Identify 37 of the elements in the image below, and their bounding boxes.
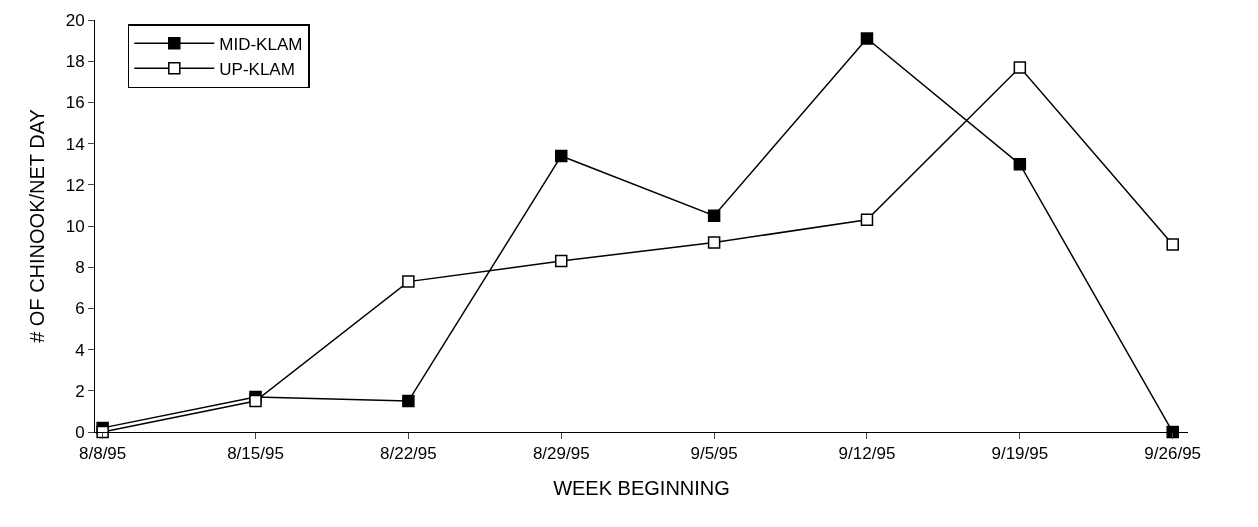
point	[1166, 425, 1179, 439]
y-tick-label: 14	[65, 134, 85, 154]
point	[1013, 157, 1027, 171]
point	[860, 213, 874, 227]
x-tick-label: 8/8/95	[79, 444, 127, 464]
y-tick-label: 6	[75, 299, 85, 319]
point	[1013, 61, 1027, 74]
point	[860, 32, 874, 45]
y-tick-label: 10	[65, 216, 85, 236]
y-tick-label: 18	[65, 52, 85, 72]
x-axis-title: WEEK BEGINNING	[553, 476, 730, 499]
point	[554, 254, 568, 268]
x-tick-label: 8/22/95	[380, 444, 437, 464]
point	[96, 425, 109, 439]
x-tick-label: 9/12/95	[838, 444, 896, 464]
point	[402, 394, 415, 408]
y-tick-label: 2	[75, 381, 85, 401]
point	[707, 236, 721, 249]
legend-label: MID-KLAM	[219, 34, 303, 54]
x-tick-label: 9/5/95	[690, 444, 738, 464]
y-axis-title: # OF CHINOOK/NET DAY	[26, 109, 49, 343]
point	[402, 275, 415, 288]
y-tick-label: 8	[75, 258, 85, 278]
x-tick-label: 9/26/95	[1144, 444, 1202, 464]
point	[707, 209, 721, 222]
y-tick-label: 0	[75, 422, 85, 442]
point	[554, 149, 568, 163]
y-tick-label: 16	[65, 93, 85, 113]
legend-label: UP-KLAM	[219, 59, 295, 79]
y-tick-label: 12	[65, 175, 85, 195]
point	[249, 394, 262, 408]
x-tick-label: 9/19/95	[991, 444, 1049, 464]
x-tick-label: 8/15/95	[227, 444, 284, 464]
x-tick-label: 8/29/95	[532, 444, 590, 464]
y-tick-label: 20	[65, 10, 85, 30]
point	[1166, 238, 1179, 251]
y-tick-label: 4	[75, 340, 85, 360]
